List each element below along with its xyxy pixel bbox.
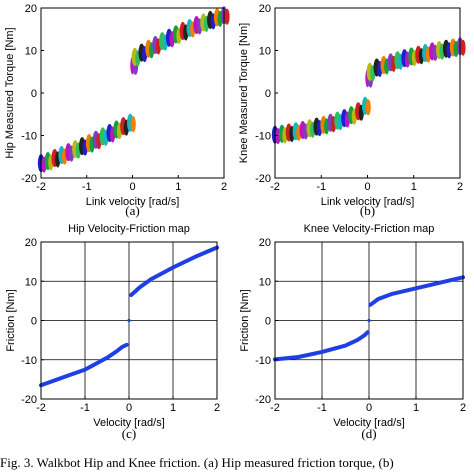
chart-title: Knee Velocity-Friction map [304,223,435,235]
y-tick-label: -10 [255,131,271,143]
data-point [130,116,136,133]
panel-label: (b) [360,203,375,218]
x-tick-label: 2 [460,402,466,414]
series-line [129,245,219,297]
x-tick-label: 1 [175,181,181,193]
y-axis-label: Hip Measured Torque [Nm] [4,27,16,158]
data-point [367,318,371,323]
y-axis-label: Friction [Nm] [239,289,251,351]
x-tick-label: -1 [316,181,326,193]
y-axis-label: Friction [Nm] [5,289,17,351]
y-tick-label: 10 [259,276,271,288]
x-tick-label: -2 [36,181,46,193]
y-tick-label: 20 [259,237,271,249]
axes-frame [274,7,461,179]
y-tick-label: -10 [21,355,37,367]
x-tick-label: 1 [411,181,417,193]
y-tick-label: 20 [25,3,37,15]
panel-label: (c) [122,426,136,441]
data-point [127,318,131,323]
y-tick-label: -20 [21,173,37,185]
y-tick-label: 10 [25,276,37,288]
x-tick-label: 2 [457,181,463,193]
x-tick-label: 2 [221,181,227,193]
data-point [365,99,371,116]
x-tick-label: -1 [317,402,327,414]
y-tick-label: 10 [259,46,271,58]
series-line [368,275,465,307]
y-tick-label: -20 [255,173,271,185]
data-point [460,39,466,56]
x-tick-label: -1 [82,181,92,193]
x-tick-label: 1 [170,402,176,414]
x-axis-label: Velocity [rad/s] [93,417,165,429]
x-axis-label: Link velocity [rad/s] [86,196,180,208]
y-tick-label: -10 [255,355,271,367]
y-axis-label: Knee Measured Torque [Nm] [238,23,250,163]
x-tick-label: -1 [80,402,90,414]
y-tick-label: 0 [265,316,271,328]
x-tick-label: 0 [366,402,372,414]
y-tick-label: 20 [259,3,271,15]
x-tick-label: 1 [413,402,419,414]
x-axis-label: Link velocity [rad/s] [321,196,415,208]
panel-label: (d) [361,426,376,441]
series-line [39,342,129,388]
y-tick-label: -20 [255,394,271,406]
x-tick-label: 0 [364,181,370,193]
y-tick-label: -10 [21,131,37,143]
x-axis-label: Velocity [rad/s] [333,417,405,429]
series-line [273,330,370,362]
data-point [224,8,230,25]
x-tick-label: -2 [270,181,280,193]
y-tick-label: 0 [31,88,37,100]
x-tick-label: -2 [270,402,280,414]
y-tick-label: 10 [25,46,37,58]
y-tick-label: 0 [31,316,37,328]
figure-caption: Fig. 3. Walkbot Hip and Knee friction. (… [0,455,394,470]
y-tick-label: 20 [25,237,37,249]
x-tick-label: 0 [129,181,135,193]
x-tick-label: 0 [126,402,132,414]
chart-title: Hip Velocity-Friction map [68,223,190,235]
panel-label: (a) [125,203,139,218]
y-tick-label: -20 [21,394,37,406]
y-tick-label: 0 [265,88,271,100]
x-tick-label: -2 [36,402,46,414]
x-tick-label: 2 [214,402,220,414]
